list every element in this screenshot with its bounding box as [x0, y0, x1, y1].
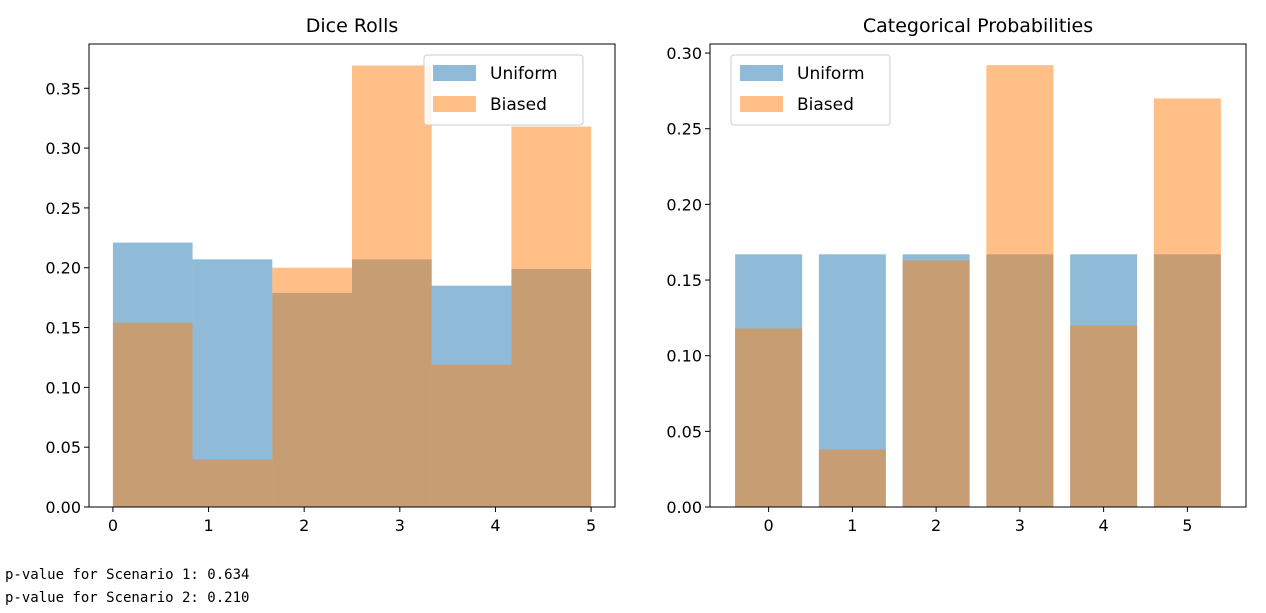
- legend-label-biased: Biased: [797, 95, 854, 115]
- p-value-scenario-2: p-value for Scenario 2: 0.210: [5, 590, 250, 606]
- legend: Uniform Biased: [423, 54, 584, 126]
- bar-biased-4: [431, 364, 512, 507]
- bar-biased-1: [192, 459, 273, 507]
- y-tick-label: 0.15: [45, 319, 81, 338]
- bar-biased-1: [818, 449, 886, 507]
- x-tick-label: 4: [1099, 516, 1109, 535]
- x-tick-label: 2: [931, 516, 941, 535]
- legend-swatch-biased: [740, 96, 783, 112]
- y-tick-label: 0.15: [666, 271, 702, 290]
- bar-biased-0: [735, 328, 803, 507]
- legend-swatch-uniform: [433, 65, 476, 81]
- y-tick-label: 0.05: [666, 422, 702, 441]
- y-tick-label: 0.20: [666, 195, 702, 214]
- y-tick-label: 0.10: [45, 378, 81, 397]
- bar-biased-2: [902, 260, 970, 507]
- legend-label-uniform: Uniform: [490, 64, 558, 84]
- legend-label-biased: Biased: [490, 95, 547, 115]
- x-tick-label: 0: [764, 516, 774, 535]
- x-tick-label: 1: [203, 516, 213, 535]
- bar-biased-3: [352, 65, 432, 507]
- axes-frame: [88, 43, 616, 508]
- bar-biased-4: [1070, 325, 1138, 507]
- x-tick-label: 3: [395, 516, 405, 535]
- y-tick-label: 0.10: [666, 347, 702, 366]
- axes-frame: [709, 43, 1247, 508]
- legend-swatch-biased: [433, 96, 476, 112]
- figure: 0.00 0.05 0.10 0.15 0.20 0.25 0.30 0.35 0 1 2 3 4 5 Di…: [45, 15, 1247, 535]
- bar-biased-3: [986, 65, 1054, 508]
- legend-label-uniform: Uniform: [797, 64, 865, 84]
- y-tick-label: 0.25: [45, 199, 81, 218]
- y-tick-label: 0.00: [666, 498, 702, 517]
- y-tick-label: 0.30: [45, 139, 81, 158]
- x-tick-label: 5: [1182, 516, 1192, 535]
- x-tick-label: 4: [490, 516, 500, 535]
- chart-1: 0.00 0.05 0.10 0.15 0.20 0.25 0.30 0.35 0 1 2 3 4 5 Di…: [45, 15, 616, 535]
- y-tick-label: 0.05: [45, 438, 81, 457]
- y-tick-label: 0.30: [666, 44, 702, 63]
- x-tick-label: 2: [299, 516, 309, 535]
- y-tick-label: 0.00: [45, 498, 81, 517]
- chart-title: Categorical Probabilities: [863, 15, 1093, 37]
- x-tick-label: 5: [586, 516, 596, 535]
- output-text: p-value for Scenario 1: 0.634 p-value for…: [5, 564, 249, 610]
- bar-biased-5: [1153, 98, 1221, 507]
- y-tick-label: 0.35: [45, 79, 81, 98]
- legend: Uniform Biased: [730, 54, 891, 126]
- chart-title: Dice Rolls: [306, 15, 399, 37]
- x-tick-label: 0: [108, 516, 118, 535]
- x-tick-label: 3: [1015, 516, 1025, 535]
- x-tick-label: 1: [847, 516, 857, 535]
- y-tick-label: 0.25: [666, 120, 702, 139]
- p-value-scenario-1: p-value for Scenario 1: 0.634: [5, 567, 250, 583]
- bar-biased-0: [112, 322, 193, 507]
- bar-biased-5: [511, 126, 592, 508]
- chart-2: 0.00 0.05 0.10 0.15 0.20 0.25 0.30 0 1 2 3 4 5 Catego…: [666, 15, 1247, 535]
- y-tick-label: 0.20: [45, 259, 81, 278]
- legend-swatch-uniform: [740, 65, 783, 81]
- bar-biased-2: [272, 267, 352, 507]
